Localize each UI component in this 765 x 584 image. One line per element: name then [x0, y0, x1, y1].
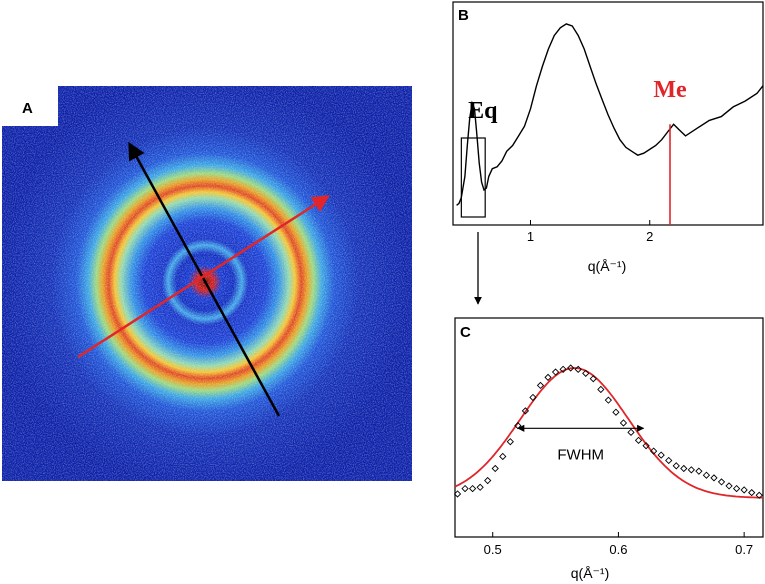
gaussian-fit-curve	[454, 367, 764, 499]
panel-b-frame	[452, 1, 764, 226]
data-point	[619, 419, 628, 427]
data-point	[529, 393, 537, 402]
data-point	[574, 365, 582, 373]
panel-c-data-points	[453, 364, 763, 499]
panel-b-x-tick-label: 2	[646, 229, 653, 244]
panel-a-label-box	[0, 84, 58, 126]
data-point	[657, 451, 665, 459]
data-point	[672, 462, 680, 470]
panel-b-x-tick-label: 1	[527, 229, 534, 244]
data-point	[612, 408, 620, 416]
data-point	[665, 456, 673, 465]
data-point	[484, 476, 492, 485]
panel-c-frame	[454, 317, 764, 538]
data-point	[649, 447, 658, 455]
data-point	[461, 484, 469, 493]
data-point	[725, 482, 733, 490]
panel-c-x-ticks: 0.5 0.6 0.7	[484, 532, 753, 557]
panel-c-letter: C	[460, 324, 471, 341]
data-point	[567, 364, 575, 372]
data-point	[695, 467, 703, 475]
data-point	[582, 369, 590, 377]
data-point	[551, 368, 560, 376]
panel-c-x-tick-label: 0.5	[484, 542, 502, 557]
data-point	[544, 373, 552, 382]
data-point	[559, 365, 567, 373]
data-point	[732, 484, 741, 493]
data-point	[476, 483, 484, 491]
data-point	[453, 490, 462, 498]
data-point	[717, 478, 726, 486]
data-point	[740, 486, 748, 494]
data-point	[536, 381, 545, 390]
panel-c: C FWHM 0.5 0.6 0.7 q(Å⁻¹)	[453, 317, 764, 581]
panel-b-letter: B	[458, 7, 469, 24]
data-point	[687, 466, 695, 474]
data-point	[604, 396, 613, 404]
panel-c-x-tick-label: 0.7	[735, 542, 753, 557]
data-point	[521, 407, 530, 415]
eq-peak-box	[460, 137, 486, 218]
panel-b-xlabel: q(Å⁻¹)	[588, 258, 627, 274]
data-point	[491, 464, 499, 473]
data-point	[627, 428, 635, 436]
me-label: Me	[653, 77, 687, 103]
data-point	[589, 375, 597, 383]
data-point	[499, 452, 507, 461]
fwhm-label: FWHM	[557, 446, 604, 463]
panel-a: A	[0, 84, 412, 481]
panel-c-x-tick-label: 0.6	[609, 542, 627, 557]
data-point	[597, 385, 605, 394]
data-point	[634, 436, 643, 444]
data-point	[506, 438, 514, 446]
eq-label: Eq	[468, 98, 498, 124]
data-point	[710, 474, 718, 482]
data-point	[748, 488, 756, 497]
panel-c-xlabel: q(Å⁻¹)	[571, 565, 610, 581]
meridional-arrow	[128, 141, 281, 417]
panel-a-letter: A	[22, 100, 33, 117]
data-point	[702, 471, 711, 479]
equatorial-arrow	[77, 195, 330, 359]
data-point	[680, 464, 688, 473]
data-point	[642, 442, 650, 450]
data-point	[755, 491, 763, 499]
panel-b-line	[456, 23, 764, 206]
data-point	[468, 484, 477, 493]
